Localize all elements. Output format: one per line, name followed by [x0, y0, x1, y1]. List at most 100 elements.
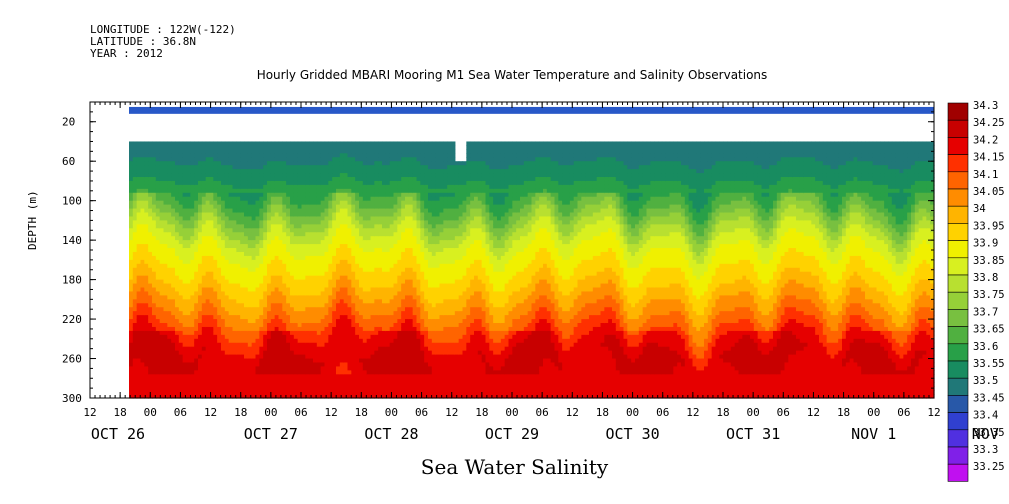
heatmap-cell: [148, 240, 153, 245]
heatmap-cell: [182, 283, 188, 289]
heatmap-cell: [129, 204, 134, 210]
heatmap-cell: [347, 350, 352, 356]
heatmap-cell: [194, 200, 199, 206]
heatmap-cell: [213, 382, 218, 387]
heatmap-cell: [290, 208, 295, 214]
heatmap-cell: [412, 236, 418, 241]
heatmap-cell: [290, 176, 295, 182]
heatmap-cell: [378, 141, 383, 147]
heatmap-cell: [293, 196, 299, 202]
heatmap-cell: [132, 157, 138, 162]
heatmap-cell: [309, 232, 314, 237]
heatmap-cell: [255, 303, 260, 308]
heatmap-cell: [385, 295, 391, 300]
heatmap-cell: [129, 271, 134, 277]
heatmap-cell: [209, 149, 214, 154]
heatmap-cell: [332, 236, 337, 241]
heatmap-cell: [389, 378, 395, 383]
heatmap-cell: [397, 161, 402, 166]
heatmap-cell: [240, 319, 245, 324]
heatmap-cell: [255, 342, 260, 348]
heatmap-cell: [332, 271, 337, 277]
heatmap-cell: [316, 362, 322, 368]
heatmap-cell: [408, 366, 414, 371]
heatmap-cell: [213, 220, 218, 225]
heatmap-cell: [136, 279, 142, 285]
heatmap-cell: [282, 220, 287, 225]
heatmap-cell: [136, 271, 142, 277]
heatmap-cell: [178, 291, 184, 296]
heatmap-cell: [209, 248, 214, 253]
heatmap-cell: [405, 394, 410, 399]
heatmap-cell: [136, 362, 142, 368]
heatmap-cell: [320, 204, 326, 210]
heatmap-cell: [328, 299, 333, 304]
heatmap-cell: [205, 157, 211, 162]
heatmap-cell: [205, 196, 211, 202]
heatmap-cell: [152, 311, 157, 316]
heatmap-cell: [270, 378, 276, 383]
heatmap-cell: [309, 287, 314, 293]
heatmap-cell: [205, 386, 211, 391]
heatmap-cell: [343, 255, 349, 261]
heatmap-cell: [270, 295, 276, 300]
heatmap-cell: [416, 173, 421, 178]
heatmap-cell: [129, 251, 134, 257]
heatmap-cell: [255, 192, 260, 198]
heatmap-cell: [401, 382, 406, 387]
heatmap-cell: [339, 204, 345, 210]
heatmap-cell: [332, 263, 337, 269]
heatmap-cell: [305, 153, 310, 158]
heatmap-cell: [282, 208, 287, 214]
heatmap-cell: [339, 169, 345, 174]
heatmap-cell: [378, 366, 383, 371]
heatmap-cell: [385, 362, 391, 368]
heatmap-cell: [163, 386, 168, 391]
heatmap-cell: [336, 255, 341, 261]
heatmap-cell: [244, 192, 249, 198]
heatmap-cell: [401, 354, 406, 360]
heatmap-cell: [355, 173, 360, 178]
heatmap-cell: [301, 315, 306, 320]
heatmap-cell: [374, 216, 379, 221]
heatmap-cell: [132, 196, 138, 202]
heatmap-cell: [305, 346, 310, 352]
heatmap-cell: [247, 173, 253, 178]
heatmap-cell: [236, 188, 241, 194]
heatmap-cell: [282, 145, 287, 150]
heatmap-cell: [336, 149, 341, 154]
heatmap-cell: [397, 228, 402, 233]
heatmap-cell: [309, 224, 314, 229]
heatmap-cell: [339, 145, 345, 150]
heatmap-cell: [221, 153, 226, 158]
heatmap-cell: [316, 153, 322, 158]
heatmap-cell: [378, 362, 383, 368]
heatmap-cell: [397, 326, 402, 332]
heatmap-cell: [301, 362, 306, 368]
heatmap-cell: [274, 184, 280, 190]
heatmap-cell: [393, 334, 398, 340]
heatmap-cell: [194, 263, 199, 269]
heatmap-cell: [144, 236, 149, 241]
heatmap-cell: [244, 275, 249, 281]
heatmap-cell: [316, 248, 322, 253]
heatmap-cell: [316, 366, 322, 371]
heatmap-cell: [205, 184, 211, 190]
heatmap-cell: [336, 244, 341, 249]
heatmap-cell: [190, 295, 195, 300]
heatmap-cell: [305, 244, 310, 249]
heatmap-cell: [351, 307, 356, 312]
heatmap-cell: [255, 382, 260, 387]
heatmap-cell: [324, 354, 329, 360]
heatmap-cell: [278, 169, 283, 174]
heatmap-cell: [244, 299, 249, 304]
heatmap-cell: [148, 228, 153, 233]
heatmap-cell: [420, 275, 425, 281]
heatmap-cell: [393, 161, 398, 166]
heatmap-cell: [389, 374, 395, 379]
heatmap-cell: [347, 240, 352, 245]
heatmap-cell: [205, 382, 211, 387]
heatmap-cell: [221, 326, 226, 332]
heatmap-cell: [159, 303, 165, 308]
heatmap-cell: [320, 283, 326, 289]
